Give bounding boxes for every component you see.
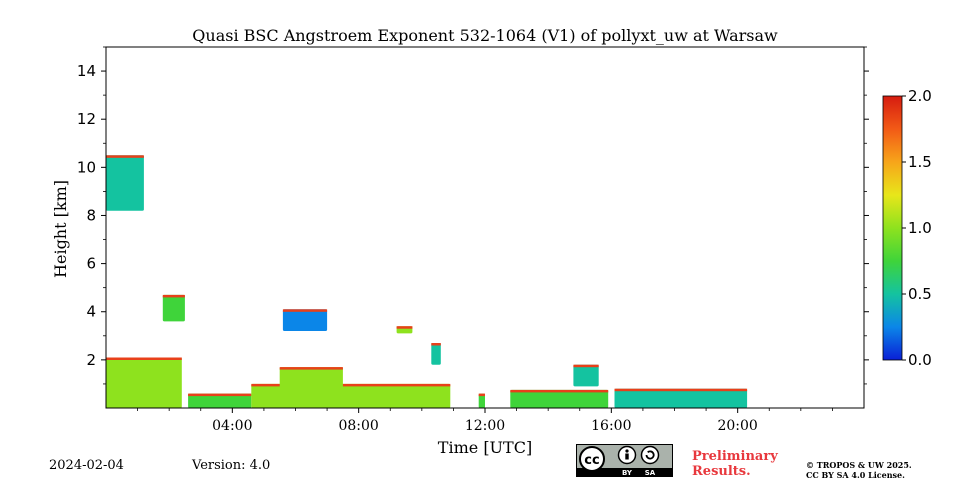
colorbar-tick-label: 0.0 xyxy=(908,351,932,369)
preliminary-line-2: Results. xyxy=(692,464,751,479)
y-tick-label: 2 xyxy=(86,351,96,369)
heatmap-region-boundary-layer-gap1 xyxy=(188,393,252,408)
version-label: Version: 4.0 xyxy=(192,458,271,473)
heatmap-region-boundary-layer-early xyxy=(106,357,182,408)
plot-area xyxy=(106,155,748,408)
colorbar-tick-label: 1.0 xyxy=(908,219,932,237)
x-tick-label: 20:00 xyxy=(717,418,757,434)
y-axis-label: Height [km] xyxy=(51,180,70,278)
heatmap-edge-boundary-layer-evening xyxy=(614,388,748,392)
heatmap-edge-cloud-9h xyxy=(396,326,413,329)
heatmap-edge-boundary-layer-afternoon xyxy=(510,389,609,393)
cc-text: cc xyxy=(584,453,599,468)
preliminary-notice: Preliminary Results. xyxy=(692,449,778,479)
heatmap-region-boundary-layer-noon xyxy=(478,393,485,408)
copyright-line-1: © TROPOS & UW 2025. xyxy=(806,460,912,470)
colorbar-tick-label: 2.0 xyxy=(908,87,932,105)
y-axis: 2 4 6 8 10 12 14 xyxy=(77,46,106,385)
heatmap-edge-boundary-layer-morning-rise xyxy=(279,367,343,370)
copyright-notice: © TROPOS & UW 2025. CC BY SA 4.0 License… xyxy=(806,460,912,480)
heatmap-region-boundary-layer-evening xyxy=(614,388,748,408)
cc-sa-text: SA xyxy=(645,469,656,477)
colorbar-tick-label: 0.5 xyxy=(908,285,932,303)
heatmap-edge-cirrus-layer xyxy=(106,155,144,158)
plot-frame xyxy=(105,46,865,409)
colorbar-tick-label: 1.5 xyxy=(908,153,932,171)
x-tick-label: 16:00 xyxy=(591,418,631,434)
y-tick-label: 8 xyxy=(86,206,96,224)
copyright-line-2: CC BY SA 4.0 License. xyxy=(806,470,905,480)
colorbar-ticks: 0.0 0.5 1.0 1.5 2.0 xyxy=(902,87,932,369)
heatmap-region-cirrus-layer xyxy=(106,155,144,211)
chart-title: Quasi BSC Angstroem Exponent 532-1064 (V… xyxy=(192,26,778,45)
heatmap-region-cloud-15h xyxy=(573,364,599,387)
x-axis: 04:00 08:00 12:00 16:00 20:00 xyxy=(137,408,833,434)
heatmap-edge-boundary-layer-early xyxy=(106,357,182,360)
x-axis-label: Time [UTC] xyxy=(438,438,532,457)
y-tick-label: 10 xyxy=(77,158,96,176)
y-axis-right xyxy=(864,46,869,385)
y-tick-label: 4 xyxy=(86,303,96,321)
heatmap-region-cloud-6h xyxy=(282,309,328,331)
heatmap-edge-cloud-6h xyxy=(282,309,328,312)
cc-by-text: BY xyxy=(622,469,633,477)
heatmap-region-boundary-layer-morning-rise xyxy=(279,367,343,408)
heatmap-edge-boundary-layer-mid xyxy=(251,383,451,387)
heatmap-edge-boundary-layer-gap1 xyxy=(188,393,252,397)
y-tick-label: 6 xyxy=(86,255,96,273)
heatmap-region-cloud-10h xyxy=(431,343,441,365)
heatmap-edge-boundary-layer-noon xyxy=(478,393,485,397)
x-tick-label: 08:00 xyxy=(338,418,378,434)
colorbar xyxy=(882,95,903,361)
cc-license-badge[interactable]: cc BY SA xyxy=(576,444,673,477)
heatmap-edge-cloud-10h xyxy=(431,343,441,346)
cc-by-sa-icon: cc BY SA xyxy=(576,444,673,477)
date-label: 2024-02-04 xyxy=(49,458,124,473)
preliminary-line-1: Preliminary xyxy=(692,449,778,464)
heatmap-edge-aerosol-plume-2h xyxy=(162,294,185,298)
heatmap-edge-cloud-15h xyxy=(573,364,599,368)
x-tick-label: 12:00 xyxy=(465,418,505,434)
x-tick-label: 04:00 xyxy=(212,418,252,434)
heatmap-region-boundary-layer-afternoon xyxy=(510,389,609,408)
y-tick-label: 12 xyxy=(77,110,96,128)
heatmap-region-aerosol-plume-2h xyxy=(162,294,185,322)
y-tick-label: 14 xyxy=(77,62,96,80)
